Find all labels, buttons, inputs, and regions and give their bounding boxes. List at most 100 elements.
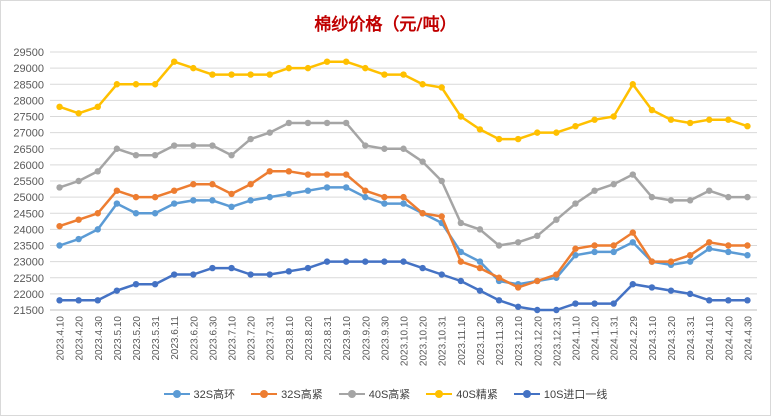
data-point [75,177,82,185]
data-point [572,300,579,307]
data-point [228,190,235,198]
x-tick-label: 2023.12.20 [533,316,544,366]
data-point [171,142,178,149]
data-point [285,268,293,275]
x-tick-label: 2023.4.10 [56,316,67,361]
data-point [438,271,445,278]
data-point [419,81,426,88]
data-point [304,64,312,72]
x-tick-label: 2023.6.20 [189,316,200,361]
data-point [400,258,407,265]
y-tick-label: 22500 [13,273,44,285]
data-point [132,193,140,201]
data-point [75,216,82,223]
data-point [686,119,694,127]
data-point [247,135,254,143]
data-point [572,251,579,259]
x-tick-label: 2023.5.20 [132,316,143,361]
data-point [553,271,560,278]
data-point [591,248,598,256]
chart-legend: 32S高环 32S高紧 40S高紧 40S精紧 10S进口一线 [0,386,771,402]
legend-swatch [251,389,278,399]
data-point [495,242,503,249]
data-point [151,81,159,88]
data-point [629,81,636,88]
data-point [247,71,254,78]
data-point [476,226,484,233]
data-point [362,258,369,265]
data-point [381,145,388,152]
data-point [610,248,617,256]
x-tick-label: 2023.7.31 [266,316,277,361]
data-point [247,197,254,204]
data-point [228,71,235,78]
data-point [304,119,312,127]
x-tick-label: 2023.10.20 [419,316,430,366]
data-point [285,168,293,175]
data-point [706,239,713,246]
data-point [113,81,121,88]
data-point [323,171,331,178]
data-point [667,197,675,204]
data-point [132,152,140,159]
data-point [572,200,579,207]
x-tick-label: 2023.5.10 [113,316,124,361]
data-point [591,187,598,194]
data-point [648,284,656,291]
y-tick-label: 29000 [13,63,44,75]
data-point [534,129,541,136]
y-tick-label: 28500 [13,79,44,91]
data-point [438,177,445,185]
y-tick-label: 24500 [13,208,44,220]
x-tick-label: 2024.3.20 [667,316,678,361]
data-point [56,242,63,249]
data-point [686,258,694,265]
x-tick-label: 2023.10.10 [400,316,411,366]
y-tick-label: 21500 [13,305,44,317]
data-point [190,181,197,188]
series-line-3 [59,121,748,247]
data-point [342,258,350,265]
data-point [495,297,503,304]
data-point [629,229,636,236]
data-point [362,193,369,201]
data-point [247,181,254,188]
data-point [94,103,101,111]
y-tick-label: 23500 [13,241,44,253]
data-point [56,103,63,111]
y-tick-label: 23000 [13,257,44,269]
data-point [381,71,388,78]
y-tick-label: 25500 [13,176,44,188]
x-tick-label: 2023.9.20 [361,316,372,361]
data-point [113,145,121,152]
data-point [151,210,159,217]
data-point [476,258,484,265]
data-point [553,306,560,314]
legend-swatch [163,389,190,399]
x-tick-label: 2023.6.11 [170,316,181,360]
data-point [706,245,713,252]
data-point [342,119,350,127]
data-point [266,271,273,278]
y-tick-label: 28000 [13,95,44,107]
data-point [667,287,675,294]
data-point [610,242,617,249]
data-point [553,216,560,223]
x-tick-label: 2023.12.10 [514,316,525,366]
data-point [151,152,159,159]
data-point [323,58,331,65]
legend-label: 40S高紧 [368,389,411,401]
data-point [75,110,82,117]
legend-item-2: 32S高紧 [251,386,323,402]
x-tick-label: 2024.4.30 [743,316,754,361]
data-point [495,135,503,143]
data-point [171,271,178,278]
data-point [648,106,656,114]
x-tick-label: 2024.3.10 [648,316,659,361]
data-point [132,210,140,217]
data-point [629,239,636,246]
data-point [514,135,522,143]
data-point [629,171,636,178]
